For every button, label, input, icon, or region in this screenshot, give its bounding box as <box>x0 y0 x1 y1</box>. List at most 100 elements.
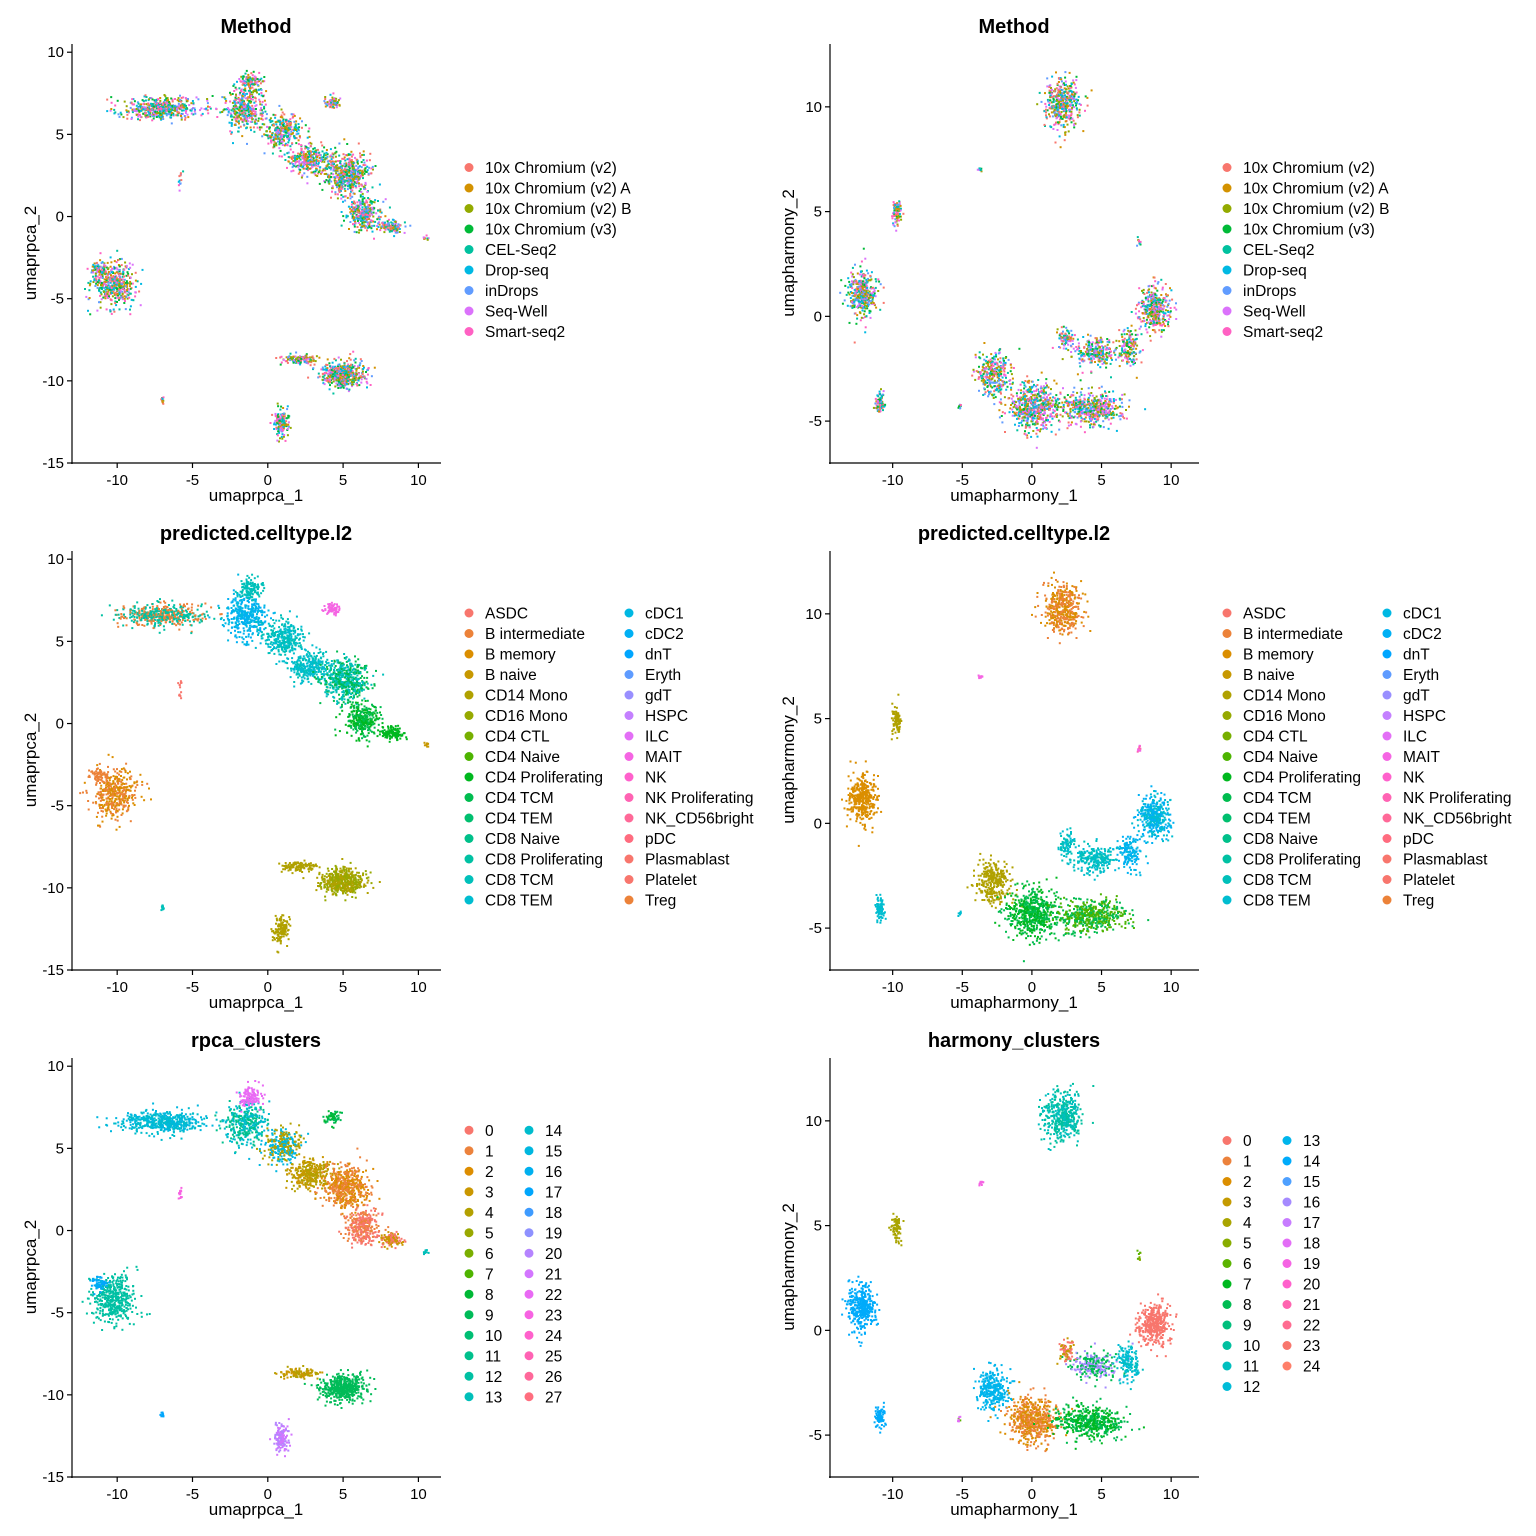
data-point <box>1065 114 1068 117</box>
data-point <box>354 169 357 172</box>
data-point <box>308 135 311 138</box>
data-point <box>297 128 300 131</box>
data-point <box>171 100 174 103</box>
data-point <box>839 291 842 294</box>
data-point <box>238 109 241 112</box>
data-point <box>849 305 852 308</box>
data-point <box>1059 93 1062 96</box>
data-point <box>366 213 369 216</box>
data-point <box>282 119 285 122</box>
data-point <box>311 154 314 157</box>
data-point <box>329 365 331 368</box>
data-point <box>116 279 119 282</box>
data-point <box>384 215 387 218</box>
data-point <box>163 109 166 112</box>
data-point <box>870 302 873 305</box>
data-point <box>363 208 366 211</box>
data-point <box>244 114 247 116</box>
data-point <box>1077 95 1080 98</box>
data-point <box>258 80 261 83</box>
data-point <box>352 350 355 353</box>
data-point <box>336 197 339 200</box>
data-point <box>361 172 363 175</box>
data-point <box>867 296 870 299</box>
data-point <box>285 127 288 130</box>
data-point <box>852 276 855 279</box>
data-point <box>872 302 875 304</box>
data-point <box>333 176 336 179</box>
data-point <box>109 278 112 281</box>
data-point <box>265 117 268 120</box>
data-point <box>301 174 304 177</box>
data-point <box>240 88 243 91</box>
data-point <box>276 120 279 123</box>
data-point <box>274 135 277 138</box>
data-point <box>263 76 266 78</box>
data-point <box>124 285 127 288</box>
data-point <box>292 113 295 116</box>
data-point <box>863 313 866 316</box>
data-point <box>318 156 321 159</box>
data-point <box>309 163 312 166</box>
data-point <box>239 80 242 83</box>
data-point <box>331 187 334 190</box>
data-point <box>350 159 353 162</box>
data-point <box>155 114 158 117</box>
data-point <box>260 88 263 91</box>
data-point <box>244 118 247 121</box>
data-point <box>1070 99 1072 102</box>
data-point <box>129 276 132 279</box>
data-point <box>92 281 95 283</box>
data-point <box>124 308 127 311</box>
data-point <box>307 130 310 133</box>
data-point <box>361 200 364 203</box>
data-point <box>141 99 144 102</box>
data-point <box>340 358 342 361</box>
data-point <box>322 168 325 171</box>
data-point <box>289 426 292 429</box>
data-point <box>301 126 303 129</box>
data-point <box>873 289 876 292</box>
x-tick-label: 0 <box>264 472 272 489</box>
data-point <box>126 117 129 120</box>
data-point <box>1051 115 1054 118</box>
data-point <box>243 105 245 108</box>
data-point <box>334 193 337 196</box>
data-point <box>279 363 282 366</box>
data-point <box>352 206 355 209</box>
data-point <box>339 190 342 192</box>
data-point <box>133 108 136 111</box>
data-point <box>244 80 247 83</box>
data-point <box>350 155 353 158</box>
data-point <box>113 260 116 263</box>
data-point <box>305 361 308 364</box>
data-point <box>318 182 321 185</box>
data-point <box>243 116 246 119</box>
data-point <box>294 162 297 165</box>
data-point <box>261 100 264 103</box>
data-point <box>151 119 154 122</box>
data-point <box>254 96 256 99</box>
data-point <box>288 120 290 123</box>
data-point <box>309 167 311 170</box>
data-point <box>118 308 121 311</box>
data-point <box>255 108 257 110</box>
data-point <box>345 214 348 217</box>
data-point <box>1050 96 1053 99</box>
data-point <box>99 306 102 309</box>
data-point <box>118 293 121 296</box>
data-point <box>170 122 173 125</box>
data-point <box>364 211 367 214</box>
data-point <box>980 379 983 382</box>
data-point <box>258 93 261 96</box>
data-point <box>180 96 183 99</box>
data-point <box>866 307 869 310</box>
data-point <box>151 108 154 111</box>
data-point <box>368 166 371 169</box>
data-point <box>351 175 354 178</box>
data-point <box>359 215 362 218</box>
data-point <box>237 101 239 104</box>
data-point <box>331 190 333 193</box>
data-point <box>287 131 290 134</box>
data-point <box>247 96 250 99</box>
